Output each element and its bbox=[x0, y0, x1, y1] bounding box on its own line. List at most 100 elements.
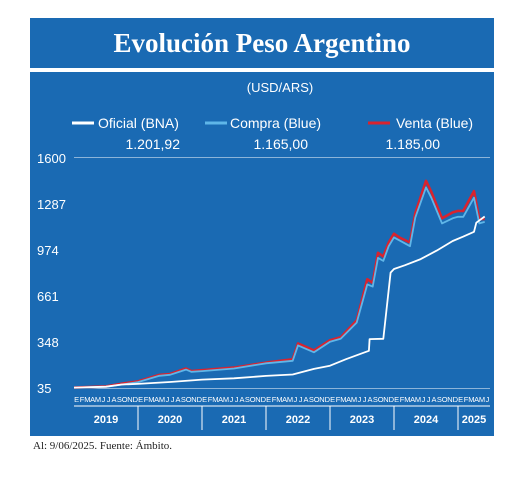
unit-label: (USD/ARS) bbox=[247, 80, 313, 95]
x-month-tick: S bbox=[437, 395, 442, 404]
x-year-label: 2019 bbox=[94, 414, 118, 426]
x-month-tick: F bbox=[336, 395, 341, 404]
x-month-tick: A bbox=[111, 395, 116, 404]
y-tick-label: 1287 bbox=[37, 197, 66, 212]
x-axis-band bbox=[72, 390, 492, 436]
x-month-tick: M bbox=[223, 395, 229, 404]
x-month-tick: M bbox=[340, 395, 346, 404]
x-month-tick: M bbox=[159, 395, 165, 404]
x-month-tick: M bbox=[479, 395, 485, 404]
x-year-label: 2020 bbox=[158, 414, 182, 426]
chart-title: Evolución Peso Argentino bbox=[113, 27, 411, 58]
x-year-label: 2024 bbox=[414, 414, 439, 426]
x-month-tick: O bbox=[186, 395, 192, 404]
x-month-tick: E bbox=[330, 395, 335, 404]
x-month-tick: E bbox=[394, 395, 399, 404]
x-month-tick: J bbox=[363, 395, 367, 404]
legend-label-compra: Compra (Blue) bbox=[230, 115, 321, 131]
x-month-tick: D bbox=[453, 395, 459, 404]
x-month-tick: A bbox=[282, 395, 287, 404]
chart-panel: Evolución Peso Argentino (USD/ARS) Ofici… bbox=[30, 18, 494, 436]
line-chart: (USD/ARS) Oficial (BNA) 1.201,92 Compra … bbox=[37, 80, 492, 436]
title-bar: Evolución Peso Argentino bbox=[30, 18, 494, 72]
x-month-tick: N bbox=[447, 395, 452, 404]
x-month-tick: A bbox=[154, 395, 159, 404]
x-month-tick: A bbox=[303, 395, 308, 404]
x-month-tick: E bbox=[266, 395, 271, 404]
x-year-label: 2021 bbox=[222, 414, 246, 426]
x-month-tick: A bbox=[367, 395, 372, 404]
x-month-tick: E bbox=[138, 395, 143, 404]
x-month-tick: E bbox=[458, 395, 463, 404]
x-month-tick: E bbox=[74, 395, 79, 404]
x-month-tick: N bbox=[383, 395, 388, 404]
series-line-oficial bbox=[73, 215, 486, 389]
x-month-tick: M bbox=[95, 395, 101, 404]
x-month-tick: A bbox=[346, 395, 351, 404]
y-tick-label: 661 bbox=[37, 289, 59, 304]
x-month-tick: S bbox=[245, 395, 250, 404]
x-month-tick: J bbox=[101, 395, 105, 404]
x-month-tick: O bbox=[314, 395, 320, 404]
y-tick-label: 1600 bbox=[37, 151, 66, 166]
x-month-tick: D bbox=[325, 395, 331, 404]
x-month-tick: F bbox=[464, 395, 469, 404]
x-month-tick: F bbox=[80, 395, 85, 404]
footnote: Al: 9/06/2025. Fuente: Ámbito. bbox=[33, 440, 173, 452]
x-month-tick: J bbox=[299, 395, 303, 404]
x-month-tick: J bbox=[165, 395, 169, 404]
x-month-tick: O bbox=[250, 395, 256, 404]
x-month-tick: A bbox=[175, 395, 180, 404]
x-month-tick: O bbox=[122, 395, 128, 404]
x-month-tick: A bbox=[410, 395, 415, 404]
x-month-tick: J bbox=[229, 395, 233, 404]
x-month-tick: A bbox=[90, 395, 95, 404]
x-month-tick: J bbox=[293, 395, 297, 404]
x-month-tick: J bbox=[485, 395, 489, 404]
x-month-tick: D bbox=[261, 395, 267, 404]
y-tick-label: 974 bbox=[37, 243, 59, 258]
x-month-tick: S bbox=[117, 395, 122, 404]
x-month-tick: J bbox=[427, 395, 431, 404]
x-month-tick: D bbox=[389, 395, 395, 404]
x-month-tick: N bbox=[191, 395, 196, 404]
y-tick-label: 35 bbox=[37, 381, 51, 396]
x-month-tick: D bbox=[197, 395, 203, 404]
x-month-tick: M bbox=[148, 395, 154, 404]
x-month-tick: O bbox=[442, 395, 448, 404]
last-value-venta: 1.185,00 bbox=[386, 136, 441, 152]
x-month-tick: M bbox=[415, 395, 421, 404]
x-month-tick: F bbox=[272, 395, 277, 404]
x-year-label: 2025 bbox=[462, 414, 486, 426]
x-month-tick: O bbox=[378, 395, 384, 404]
y-tick-label: 348 bbox=[37, 335, 59, 350]
x-month-tick: M bbox=[84, 395, 90, 404]
x-month-tick: F bbox=[400, 395, 405, 404]
x-month-tick: M bbox=[404, 395, 410, 404]
x-month-tick: M bbox=[276, 395, 282, 404]
x-year-label: 2022 bbox=[286, 414, 310, 426]
x-month-tick: S bbox=[373, 395, 378, 404]
x-month-tick: F bbox=[208, 395, 213, 404]
x-month-tick: S bbox=[309, 395, 314, 404]
x-month-tick: N bbox=[255, 395, 260, 404]
x-month-tick: A bbox=[239, 395, 244, 404]
last-value-oficial: 1.201,92 bbox=[126, 136, 181, 152]
x-month-tick: J bbox=[171, 395, 175, 404]
x-month-tick: N bbox=[319, 395, 324, 404]
legend: Oficial (BNA) 1.201,92 Compra (Blue) 1.1… bbox=[72, 115, 473, 152]
x-month-tick: J bbox=[107, 395, 111, 404]
x-month-tick: M bbox=[468, 395, 474, 404]
plot-background bbox=[74, 158, 490, 388]
legend-label-venta: Venta (Blue) bbox=[396, 115, 473, 131]
series-line-compra bbox=[73, 186, 485, 389]
x-month-tick: M bbox=[212, 395, 218, 404]
x-month-tick: A bbox=[431, 395, 436, 404]
x-month-tick: N bbox=[127, 395, 132, 404]
last-value-compra: 1.165,00 bbox=[254, 136, 309, 152]
x-month-tick: E bbox=[202, 395, 207, 404]
x-month-tick: S bbox=[181, 395, 186, 404]
x-month-tick: F bbox=[144, 395, 149, 404]
x-month-tick: M bbox=[287, 395, 293, 404]
